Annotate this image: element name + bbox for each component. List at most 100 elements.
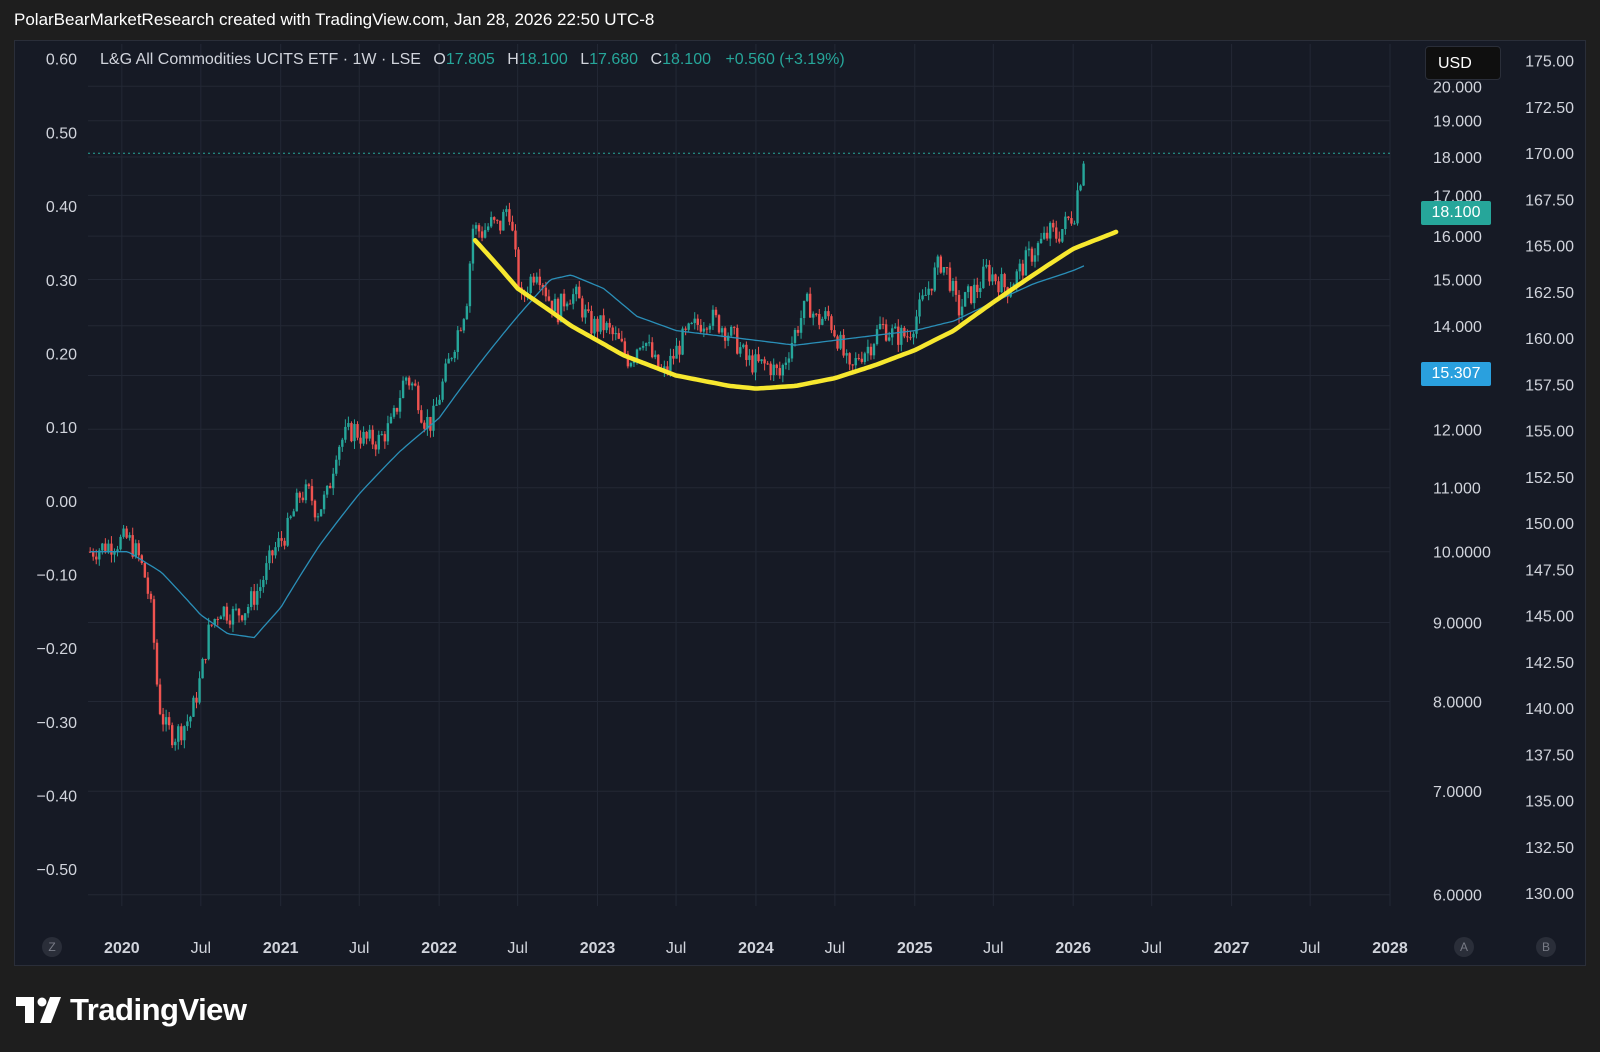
candle <box>942 266 946 276</box>
candle <box>578 281 581 299</box>
candle-body <box>720 328 724 333</box>
candle-body <box>262 579 265 588</box>
candle-body <box>869 346 873 356</box>
candle-body <box>277 538 280 548</box>
price-tick-label: 11.000 <box>1433 481 1481 498</box>
candle <box>164 709 168 732</box>
candle <box>322 490 326 514</box>
candle-body <box>429 416 432 431</box>
candle-body <box>982 266 985 289</box>
price-tick-label: 7.0000 <box>1433 784 1482 801</box>
candle <box>742 343 745 349</box>
candle-body <box>183 726 186 741</box>
candle-body <box>435 404 438 406</box>
candle-body <box>705 328 709 330</box>
candle <box>529 273 532 299</box>
candle <box>417 381 420 414</box>
left-tick-label: −0.40 <box>37 788 78 805</box>
candle <box>468 261 472 313</box>
auto-scale-button[interactable]: A <box>1454 937 1474 957</box>
candle-body <box>420 410 423 423</box>
candle-body <box>626 353 630 367</box>
candle <box>186 714 189 731</box>
candle <box>1076 182 1079 226</box>
candle-body <box>997 281 1000 293</box>
candle <box>410 381 414 391</box>
candle <box>392 405 396 419</box>
candle-body <box>256 590 259 605</box>
candle-body <box>532 276 535 283</box>
candle <box>328 482 332 489</box>
candle-body <box>924 294 927 296</box>
candle <box>617 328 620 340</box>
tradingview-logo[interactable]: TradingView <box>16 992 247 1028</box>
candle <box>599 315 602 335</box>
candle <box>909 331 912 341</box>
time-tick-label: Jul <box>349 940 369 957</box>
candle-body <box>678 345 681 355</box>
candle <box>338 444 341 466</box>
candle-body <box>547 296 551 301</box>
candle <box>347 416 350 431</box>
price-tick-label: 19.000 <box>1433 114 1482 131</box>
candle <box>204 658 207 664</box>
candle-body <box>988 264 991 282</box>
timezone-button[interactable]: Z <box>42 937 62 957</box>
right-tick-label: 145.00 <box>1525 609 1574 626</box>
candle <box>1079 184 1082 192</box>
candle <box>304 479 308 504</box>
candle <box>1033 248 1037 268</box>
candle <box>286 512 289 547</box>
candle-body <box>499 220 502 231</box>
candle <box>793 327 797 347</box>
candle <box>131 527 134 559</box>
candle <box>219 615 223 620</box>
candle <box>486 223 490 232</box>
candle-body <box>298 492 301 498</box>
candle-body <box>900 327 903 345</box>
candle <box>435 397 438 406</box>
currency-button[interactable]: USD <box>1425 46 1501 80</box>
candle-body <box>860 358 864 362</box>
candle <box>991 267 994 286</box>
candle-body <box>356 424 359 438</box>
candle <box>368 424 371 442</box>
candle <box>593 316 596 337</box>
candle <box>1024 246 1028 276</box>
candle-body <box>228 620 232 625</box>
candle <box>784 356 788 370</box>
tradingview-brand-text: TradingView <box>70 992 247 1027</box>
candle-body <box>131 535 134 557</box>
candle-body <box>717 315 721 333</box>
candle-body <box>772 364 775 376</box>
close-value: 18.100 <box>662 51 711 68</box>
candles <box>88 161 1085 751</box>
candle <box>824 307 827 321</box>
candle-body <box>1000 274 1003 293</box>
candle-body <box>909 337 912 339</box>
candle <box>672 348 675 365</box>
candle-body <box>164 717 168 725</box>
candle-body <box>414 383 417 386</box>
left-tick-label: −0.10 <box>37 567 78 584</box>
candle <box>505 205 508 217</box>
candle-body <box>593 318 596 334</box>
left-tick-label: 0.50 <box>46 125 77 142</box>
candle <box>450 357 453 362</box>
left-tick-label: −0.20 <box>37 641 78 658</box>
log-scale-button[interactable]: B <box>1536 937 1556 957</box>
candle <box>1082 161 1085 187</box>
candle-body <box>821 318 824 325</box>
candle <box>483 223 487 239</box>
candle <box>754 349 757 381</box>
candle-body <box>322 494 326 510</box>
candle-body <box>897 326 900 345</box>
candle-body <box>608 322 611 328</box>
candle-body <box>496 219 499 221</box>
candle <box>243 613 247 626</box>
candle-body <box>240 615 244 621</box>
right-tick-label: 137.50 <box>1525 747 1574 764</box>
candle <box>386 415 390 446</box>
candle-body <box>647 342 651 344</box>
